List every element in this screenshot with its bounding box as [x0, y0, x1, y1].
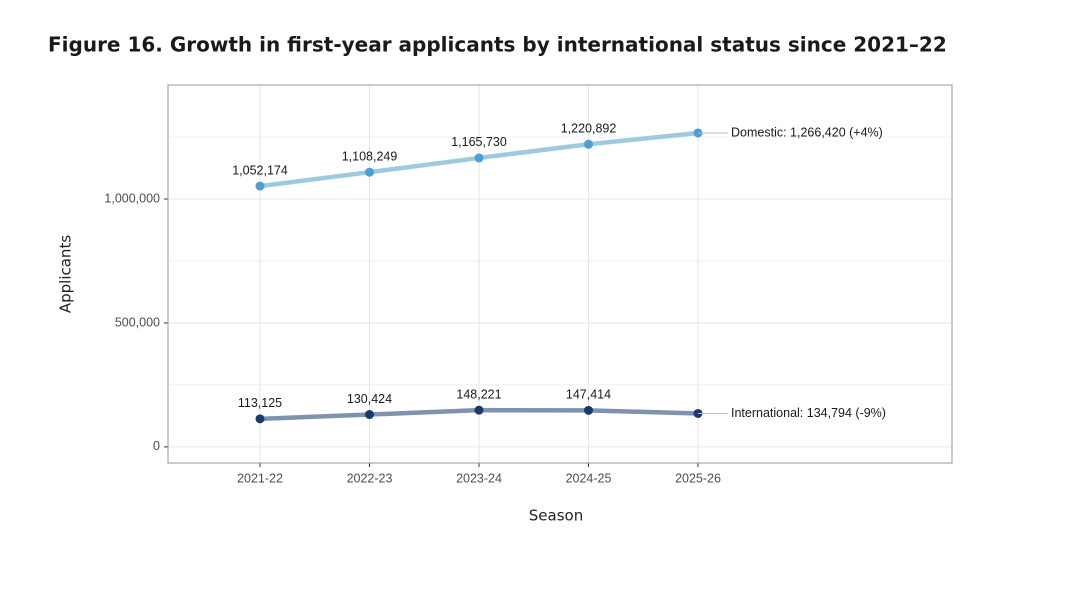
data-label: 1,052,174 [232, 163, 288, 177]
x-tick-label: 2025-26 [675, 471, 721, 485]
y-tick-label: 1,000,000 [104, 191, 160, 205]
data-label: 1,165,730 [451, 135, 507, 149]
data-label: 148,221 [456, 387, 501, 401]
data-label: 1,220,892 [561, 122, 617, 136]
point [474, 405, 484, 415]
x-tick-label: 2021-22 [237, 471, 283, 485]
point [365, 410, 374, 420]
data-label: 1,108,249 [342, 149, 398, 163]
data-label: 147,414 [566, 388, 611, 402]
x-axis-title: Season [529, 507, 583, 525]
chart-title: Figure 16. Growth in first-year applican… [48, 33, 947, 57]
point [584, 405, 593, 415]
x-tick-label: 2022-23 [347, 471, 393, 485]
data-label: 113,125 [238, 396, 282, 410]
data-label: 130,424 [347, 392, 392, 406]
end-label: Domestic: 1,266,420 (+4%) [731, 125, 883, 139]
x-tick-label: 2024-25 [566, 471, 612, 485]
y-tick-label: 500,000 [115, 315, 160, 329]
point [255, 181, 265, 191]
point [365, 167, 374, 177]
x-tick-label: 2023-24 [456, 471, 502, 485]
point [255, 414, 265, 424]
point [584, 139, 593, 149]
point [474, 153, 484, 163]
plot-border [167, 84, 953, 464]
end-label: International: 134,794 (-9%) [731, 406, 886, 420]
y-axis-title: Applicants [57, 235, 75, 313]
y-tick-label: 0 [153, 439, 160, 453]
